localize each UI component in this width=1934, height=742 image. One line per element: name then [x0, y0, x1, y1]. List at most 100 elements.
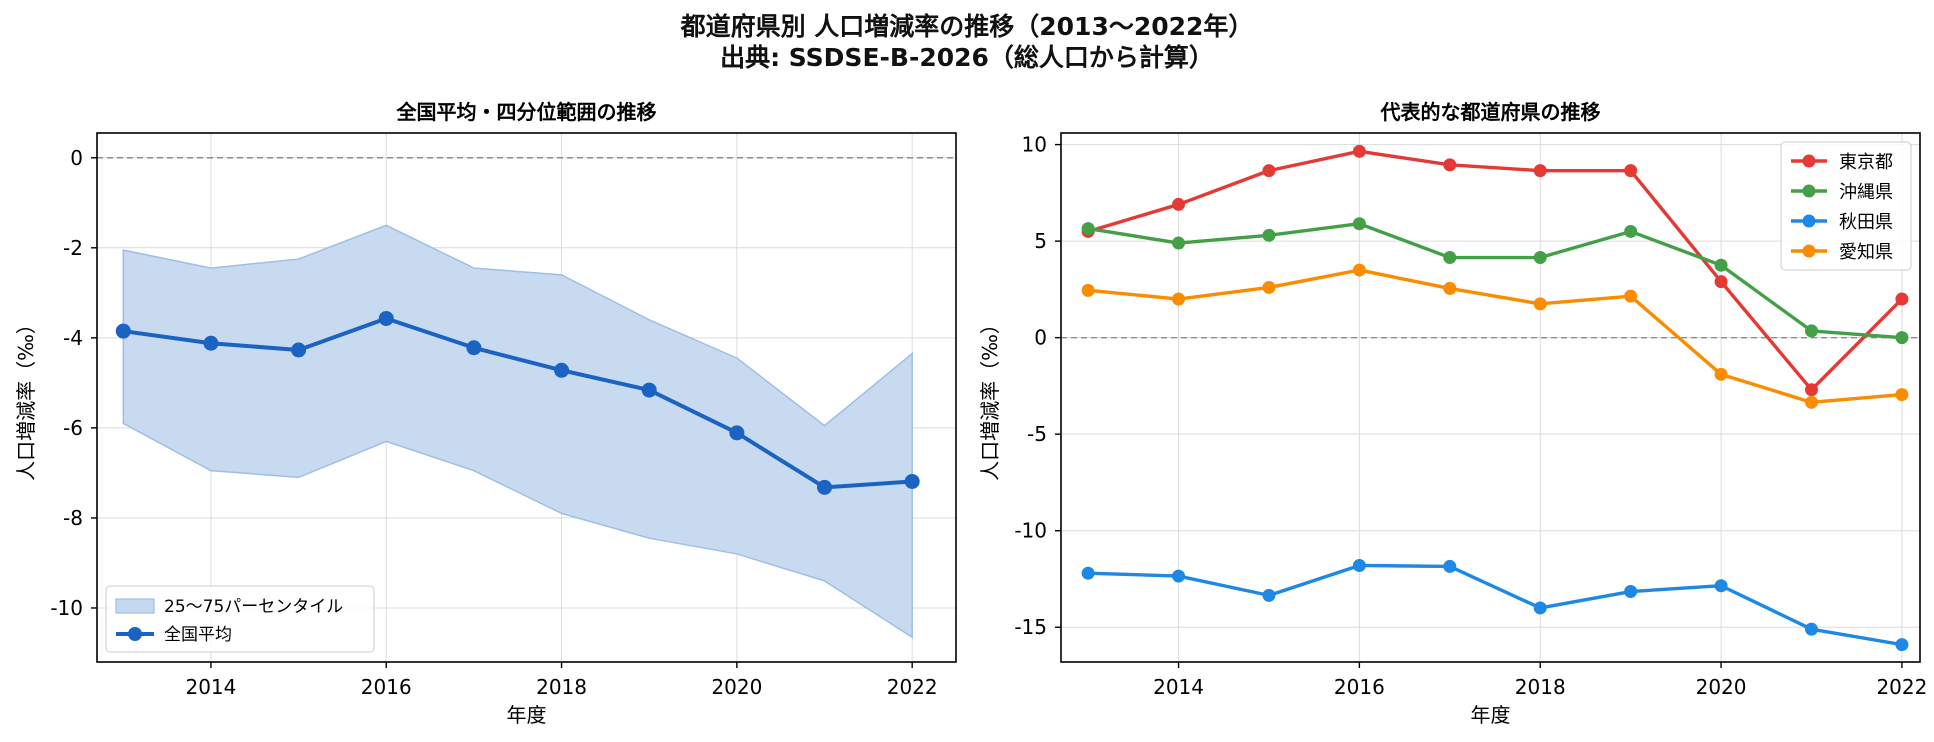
- chart2-series-2-point: [1624, 585, 1638, 599]
- legend-marker-0: [1802, 154, 1816, 168]
- legend-label-3: 愛知県: [1839, 242, 1893, 263]
- legend-label-1: 沖縄県: [1839, 182, 1893, 203]
- chart2-series-3-point: [1533, 297, 1547, 311]
- chart2-series-1-point: [1172, 236, 1186, 250]
- chart1-series-0-point: [378, 310, 394, 326]
- chart1-title: 全国平均・四分位範囲の推移: [396, 100, 657, 124]
- chart2-y-tick-label: 10: [1022, 133, 1047, 157]
- figure-title: 都道府県別 人口増減率の推移（2013〜2022年）: [680, 12, 1254, 41]
- chart2-series-0-point: [1352, 144, 1366, 158]
- chart2-series-3-point: [1804, 395, 1818, 409]
- chart1-y-tick-label: -10: [50, 596, 83, 620]
- chart2-series-1-point: [1262, 228, 1276, 242]
- chart1-x-tick-label: 2018: [536, 675, 587, 699]
- chart2-series-2-point: [1804, 622, 1818, 636]
- chart2-series-1-point: [1533, 251, 1547, 265]
- chart1-iqr-band: [122, 224, 913, 639]
- chart2-series-0-point: [1624, 164, 1638, 178]
- chart1: 2014 2016 2018 2020 2022 0 -2 -4 -6 -8 -10 全国平均・四分位…: [14, 100, 957, 727]
- chart2-series-3-point: [1443, 281, 1457, 295]
- legend-box: [105, 585, 375, 653]
- chart1-x-axis-label: 年度: [507, 703, 547, 727]
- legend-swatch-band: [115, 598, 155, 614]
- chart2-series-2-point: [1172, 569, 1186, 583]
- chart2-series-1-point: [1624, 224, 1638, 238]
- chart2-series-2-point: [1352, 558, 1366, 572]
- chart2-x-tick-label: 2016: [1334, 675, 1385, 699]
- chart1-y-tick-label: 0: [70, 146, 83, 170]
- chart1-series-0-point: [729, 425, 745, 441]
- chart1-series-0-point: [291, 342, 307, 358]
- chart2-x-axis-label: 年度: [1471, 703, 1511, 727]
- chart2-series-0-point: [1895, 292, 1909, 306]
- chart2-series-2-point: [1443, 559, 1457, 573]
- chart1-y-tick-label: -8: [63, 506, 83, 530]
- figure-source-line: 出典: SSDSE-B-2026（総人口から計算）: [720, 43, 1214, 72]
- chart1-series-line-0: [123, 316, 913, 490]
- chart2-series-1-point: [1443, 251, 1457, 265]
- chart1-x-tick-label: 2016: [361, 675, 412, 699]
- chart2-series-1-point: [1714, 258, 1728, 272]
- chart2-series-2-point: [1081, 566, 1095, 580]
- chart2-y-tick-label: -5: [1027, 422, 1047, 446]
- chart2-series-line-0: [1087, 149, 1904, 392]
- chart2-series-3-point: [1262, 280, 1276, 294]
- chart1-series-0-point: [115, 323, 131, 339]
- legend-marker-3: [1802, 244, 1816, 258]
- chart2-series-3-point: [1624, 289, 1638, 303]
- chart1-y-tick-label: -4: [63, 326, 83, 350]
- legend-label-0: 東京都: [1839, 152, 1893, 173]
- chart2-plot-frame: [1060, 132, 1921, 663]
- chart2-series-0-point: [1172, 197, 1186, 211]
- chart2-series-2-point: [1714, 579, 1728, 593]
- chart1-plot-frame: [96, 132, 957, 663]
- legend-label-mean: 全国平均: [164, 625, 232, 645]
- legend-marker-mean: [128, 627, 142, 641]
- chart2-y-tick-label: 0: [1034, 326, 1047, 350]
- legend-label-2: 秋田県: [1839, 212, 1893, 233]
- chart1-x-tick-label: 2020: [711, 675, 762, 699]
- chart2-y-tick-label: -10: [1014, 519, 1047, 543]
- chart2-series-3-point: [1172, 292, 1186, 306]
- chart1-series-0-point: [554, 362, 570, 378]
- legend-label-band: 25〜75パーセンタイル: [164, 597, 343, 617]
- chart2-series-3-point: [1895, 388, 1909, 402]
- chart2-y-axis-label: 人口増減率（‰）: [978, 314, 1002, 481]
- legend-marker-1: [1802, 184, 1816, 198]
- chart1-series-0-point: [817, 479, 833, 495]
- chart2-y-tick-label: 5: [1034, 229, 1047, 253]
- chart2-series-1-point: [1804, 324, 1818, 338]
- chart2-series-0-point: [1443, 158, 1457, 172]
- legend-marker-2: [1802, 214, 1816, 228]
- chart2-series-3-point: [1352, 263, 1366, 277]
- chart2-x-tick-label: 2014: [1153, 675, 1204, 699]
- chart2-series-1-point: [1352, 217, 1366, 231]
- chart2-series-1-point: [1081, 222, 1095, 236]
- chart2-x-tick-label: 2022: [1876, 675, 1927, 699]
- chart1-series-0-point: [641, 382, 657, 398]
- chart2-series-3-point: [1714, 367, 1728, 381]
- chart2-series-2-point: [1533, 601, 1547, 615]
- chart1-series-0-point: [203, 335, 219, 351]
- chart2-series-0-point: [1262, 164, 1276, 178]
- chart2-series-line-2: [1088, 563, 1903, 647]
- chart2-series-line-1: [1087, 222, 1903, 340]
- chart1-y-tick-label: -6: [63, 416, 83, 440]
- chart2-series-2-point: [1895, 638, 1909, 652]
- chart2-series-1-point: [1895, 331, 1909, 345]
- chart2-series-0-point: [1714, 275, 1728, 289]
- chart1-y-axis-label: 人口増減率（‰）: [14, 314, 38, 481]
- chart2-title: 代表的な都道府県の推移: [1380, 100, 1601, 124]
- chart2-x-tick-label: 2018: [1515, 675, 1566, 699]
- chart1-y-tick-label: -2: [63, 236, 83, 260]
- chart2-series-0-point: [1804, 383, 1818, 397]
- chart1-series-0-point: [466, 340, 482, 356]
- legend-box: [1780, 141, 1912, 271]
- chart2-series-2-point: [1262, 588, 1276, 602]
- chart2-series-0-point: [1533, 164, 1547, 178]
- chart1-x-tick-label: 2014: [185, 675, 236, 699]
